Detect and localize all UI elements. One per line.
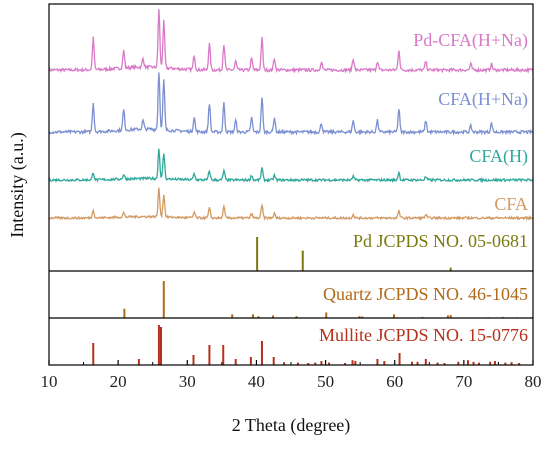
x-tick-label: 60: [386, 372, 403, 391]
reference-label: Mullite JCPDS NO. 15-0776: [319, 325, 528, 345]
plot-frames: [48, 3, 534, 366]
series-label: CFA(H+Na): [438, 89, 528, 110]
x-axis-title: 2 Theta (degree): [232, 415, 351, 436]
reference-label: Quartz JCPDS NO. 46-1045: [323, 284, 528, 304]
x-tick-label: 80: [525, 372, 542, 391]
series-label: CFA: [494, 194, 528, 214]
series-label: CFA(H): [469, 146, 528, 167]
x-tick-label: 40: [248, 372, 265, 391]
reference-label: Pd JCPDS NO. 05-0681: [353, 231, 528, 251]
series-curves: [48, 9, 534, 222]
x-tick-label: 70: [455, 372, 472, 391]
series-line: [48, 187, 534, 222]
plot-border: [48, 3, 534, 366]
series-line: [48, 72, 534, 136]
series-line: [48, 9, 534, 75]
x-tick-label: 50: [317, 372, 334, 391]
series-labels: Pd-CFA(H+Na) CFA(H+Na) CFA(H) CFA Pd JCPDS N…: [319, 30, 528, 345]
x-tick-label: 10: [41, 372, 58, 391]
x-tick-label: 20: [110, 372, 127, 391]
x-tick-label: 30: [179, 372, 196, 391]
x-axis-ticks: 10 20 30 40 50 60 70 80: [41, 360, 542, 391]
y-axis-title: Intensity (a.u.): [7, 132, 28, 237]
series-line: [48, 148, 534, 184]
series-label: Pd-CFA(H+Na): [413, 30, 528, 51]
